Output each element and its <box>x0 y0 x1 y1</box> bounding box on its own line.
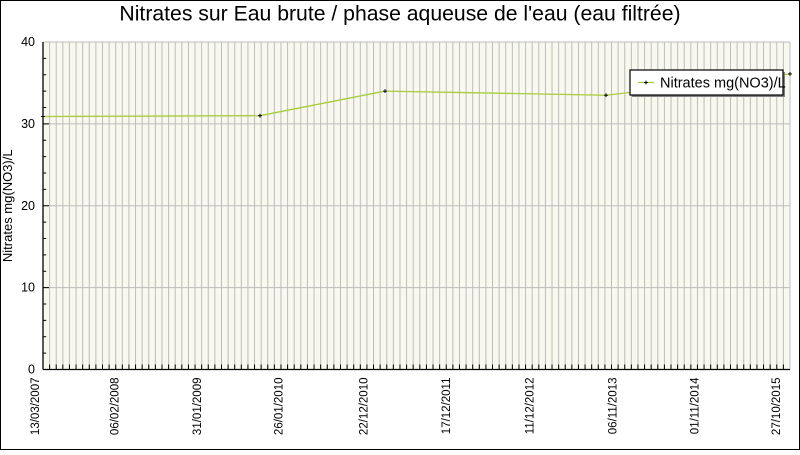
svg-text:06/11/2013: 06/11/2013 <box>608 378 620 435</box>
svg-text:Nitrates mg(NO3)/L: Nitrates mg(NO3)/L <box>0 149 15 262</box>
svg-text:26/01/2010: 26/01/2010 <box>274 378 286 436</box>
svg-text:Nitrates sur Eau brute / phase: Nitrates sur Eau brute / phase aqueuse d… <box>119 3 680 26</box>
svg-text:40: 40 <box>21 35 35 49</box>
svg-text:13/03/2007: 13/03/2007 <box>30 378 42 436</box>
svg-text:01/11/2014: 01/11/2014 <box>690 377 702 434</box>
svg-text:27/10/2015: 27/10/2015 <box>771 378 783 436</box>
svg-text:10: 10 <box>21 281 35 295</box>
svg-text:Nitrates mg(NO3)/L: Nitrates mg(NO3)/L <box>660 76 786 92</box>
svg-text:31/01/2009: 31/01/2009 <box>192 378 204 436</box>
svg-text:30: 30 <box>21 117 35 131</box>
svg-text:0: 0 <box>28 363 35 377</box>
svg-text:20: 20 <box>21 199 35 213</box>
svg-text:06/02/2008: 06/02/2008 <box>110 378 122 436</box>
svg-text:17/12/2011: 17/12/2011 <box>441 378 453 435</box>
svg-text:11/12/2012: 11/12/2012 <box>525 378 537 435</box>
svg-text:22/12/2010: 22/12/2010 <box>358 378 370 436</box>
